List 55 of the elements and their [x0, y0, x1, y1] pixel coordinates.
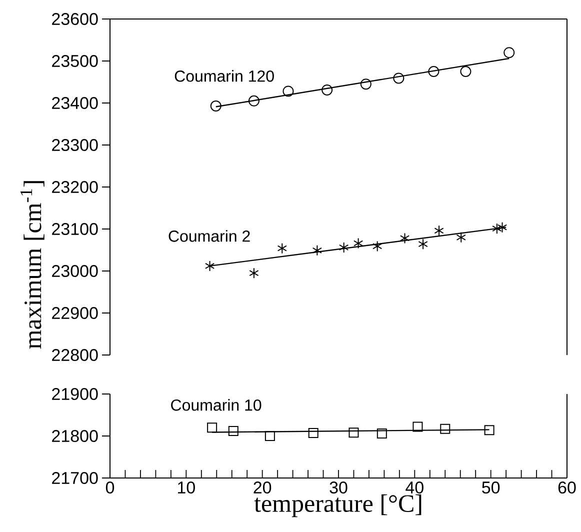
x-tick-label: 50	[482, 482, 500, 494]
y-tick-label: 23400	[52, 96, 98, 110]
series-label: Coumarin 2	[168, 230, 250, 242]
point	[204, 260, 215, 272]
x-tick-label: 60	[558, 482, 576, 494]
y-tick-label: 23200	[52, 180, 98, 194]
point	[412, 422, 423, 432]
point	[322, 84, 333, 96]
y-axis-title: maximum [cm$^{-1}$]	[20, 181, 44, 349]
point	[277, 242, 287, 254]
y-tick-label: 23600	[52, 12, 98, 26]
y-tick-label: 21800	[52, 430, 98, 442]
point	[248, 95, 260, 106]
y-tick-label: 23300	[52, 138, 98, 152]
point	[312, 244, 322, 256]
point	[484, 425, 494, 436]
x-tick-label: 40	[406, 482, 424, 494]
point	[428, 66, 440, 77]
point	[308, 428, 318, 438]
x-tick-label: 0	[106, 482, 114, 494]
y-tick-label: 23500	[52, 54, 98, 68]
point	[456, 232, 466, 243]
point	[400, 232, 410, 244]
x-tick-label: 20	[254, 482, 272, 494]
point	[339, 242, 349, 253]
x-tick-label: 10	[178, 482, 195, 494]
point	[440, 424, 450, 434]
point	[460, 66, 472, 77]
y-tick-label: 21900	[52, 388, 98, 400]
point	[207, 422, 218, 433]
series-label: Coumarin 10	[171, 399, 262, 411]
point	[348, 428, 359, 438]
point	[434, 225, 444, 236]
point	[353, 238, 364, 249]
y-tick-label: 22900	[52, 306, 98, 320]
point	[360, 78, 372, 90]
point	[497, 222, 508, 233]
x-tick-label: 30	[330, 482, 348, 494]
y-tick-label: 23000	[52, 264, 98, 278]
point	[264, 431, 275, 441]
y-tick-label: 22800	[52, 348, 98, 362]
point	[376, 428, 387, 438]
x-axis-title: temperature [°C]	[254, 494, 422, 518]
point	[372, 240, 382, 252]
point	[228, 426, 238, 436]
y-tick-label: 23100	[52, 222, 98, 236]
y-tick-label: 21700	[52, 472, 98, 484]
point	[249, 268, 259, 279]
point	[210, 100, 222, 112]
point	[393, 72, 404, 84]
series-label: Coumarin 120	[174, 70, 274, 82]
point	[504, 47, 515, 58]
point	[418, 238, 428, 250]
point	[282, 86, 294, 97]
point	[492, 223, 502, 234]
